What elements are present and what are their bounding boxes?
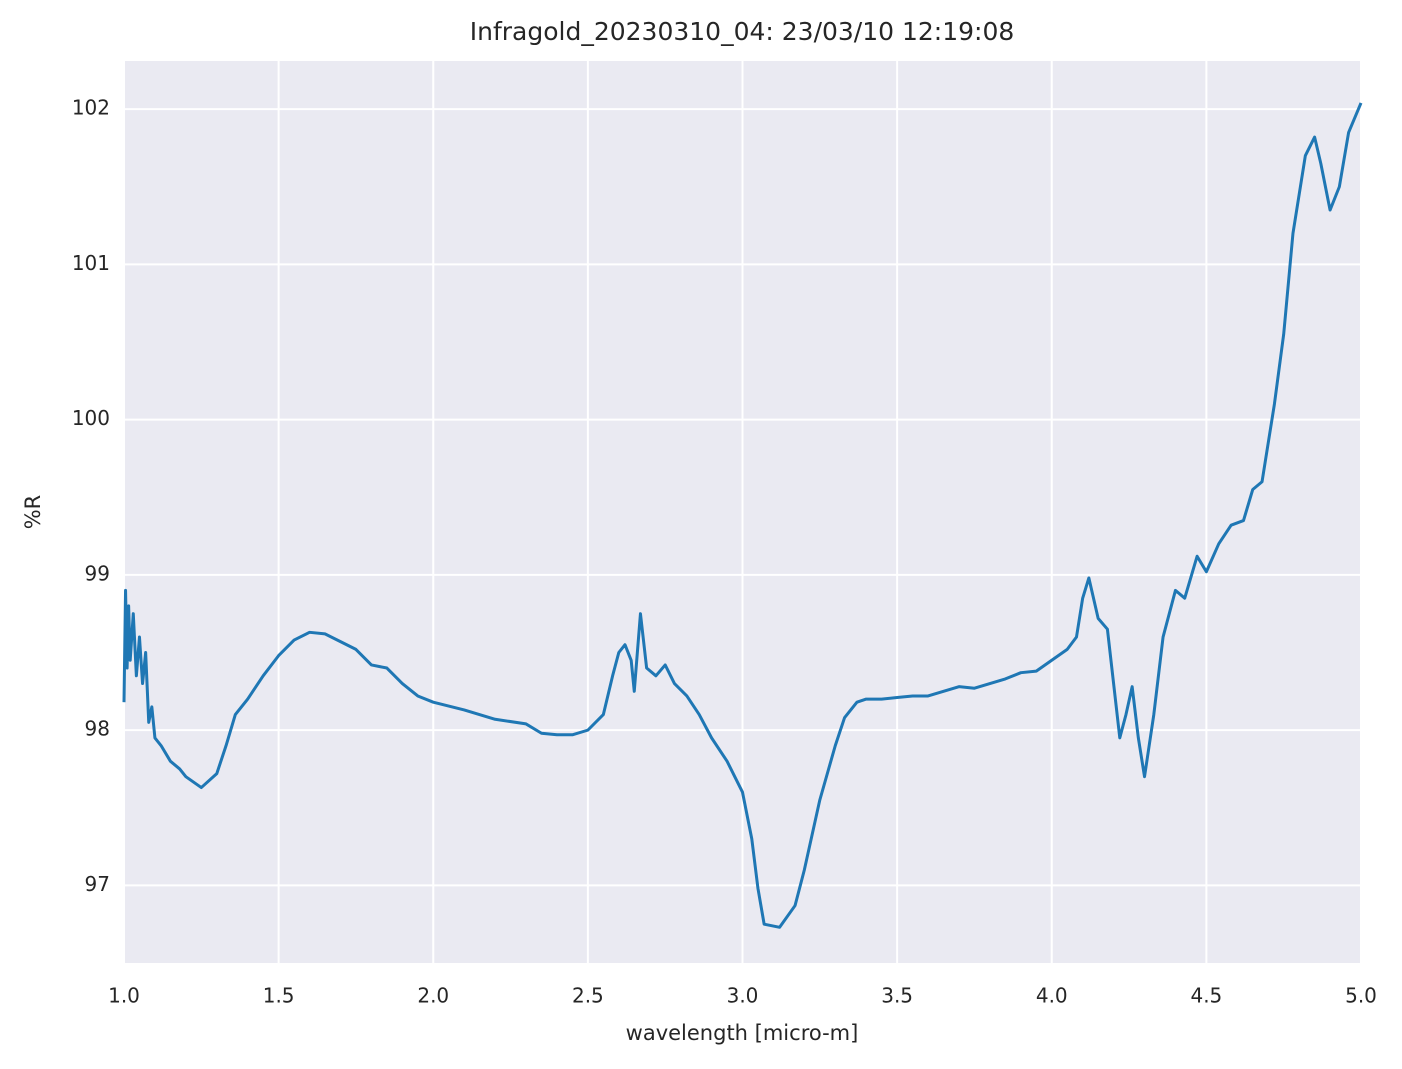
x-tick-label: 2.0 — [417, 984, 449, 1008]
x-tick-label: 4.0 — [1036, 984, 1068, 1008]
x-tick-label: 3.0 — [727, 984, 759, 1008]
y-tick-label: 102 — [72, 96, 110, 120]
y-tick-label: 98 — [85, 717, 110, 741]
x-tick-label: 4.5 — [1190, 984, 1222, 1008]
y-axis-label: %R — [21, 495, 45, 530]
y-tick-label: 97 — [85, 872, 110, 896]
y-tick-label: 101 — [72, 251, 110, 275]
x-tick-label: 1.0 — [108, 984, 140, 1008]
data-line — [122, 102, 1363, 929]
y-tick-label: 99 — [85, 561, 110, 585]
x-tick-label: 3.5 — [881, 984, 913, 1008]
y-tick-label: 100 — [72, 406, 110, 430]
chart-title: Infragold_20230310_04: 23/03/10 12:19:08 — [470, 17, 1015, 46]
x-tick-label: 5.0 — [1345, 984, 1377, 1008]
x-tick-label: 1.5 — [263, 984, 295, 1008]
x-axis-label: wavelength [micro-m] — [626, 1021, 859, 1045]
x-tick-label: 2.5 — [572, 984, 604, 1008]
